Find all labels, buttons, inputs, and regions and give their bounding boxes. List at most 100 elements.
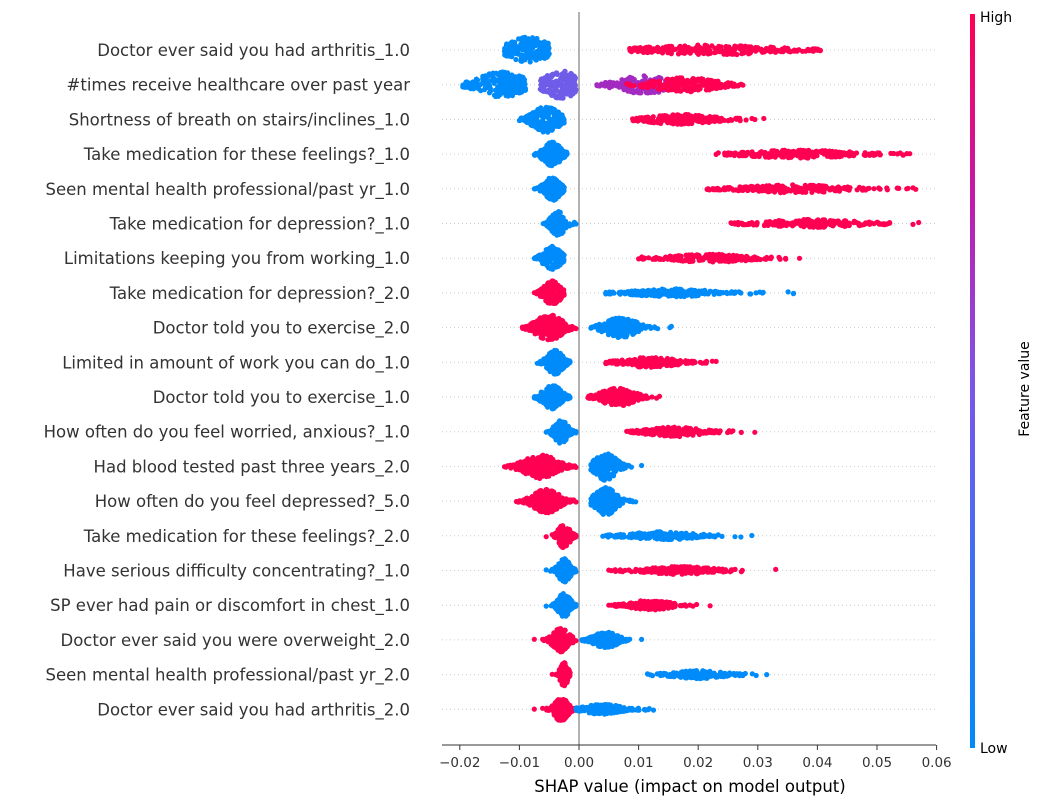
shap-point [505,71,511,77]
shap-point [621,361,627,367]
shap-point [547,156,553,162]
shap-point [535,50,541,57]
shap-point [696,288,702,294]
shap-point [843,218,849,224]
shap-point [738,429,744,435]
shap-point [876,150,882,156]
shap-point [694,50,700,56]
shap-point [519,87,525,93]
shap-point [538,78,544,84]
shap-point [796,255,803,261]
shap-point [596,390,602,396]
shap-point [637,391,643,397]
shap-point [691,117,698,123]
shap-point [758,149,765,155]
shap-point [682,50,688,56]
shap-point [670,426,677,432]
shap-point [491,77,497,83]
shap-point [671,292,677,298]
shap-point [501,81,507,87]
shap-point [806,184,813,190]
shap-point [570,91,576,97]
shap-point [811,151,817,157]
shap-point [615,327,621,333]
shap-point [788,188,794,194]
shap-point [586,393,592,399]
beeswarm-points [460,34,922,723]
shap-point [683,427,689,433]
shap-point [519,58,525,64]
shap-point [675,112,681,118]
shap-point [815,47,821,53]
shap-point [518,80,524,86]
shap-point [554,359,560,365]
shap-point [852,219,858,225]
shap-point [521,35,527,41]
shap-point [761,222,768,229]
shap-point [670,255,676,261]
shap-point [630,90,637,96]
shap-point [774,48,780,54]
shap-point [537,186,544,193]
shap-point [776,223,782,229]
shap-point [677,431,683,437]
shap-point [622,397,628,403]
shap-point [667,325,673,331]
shap-point [547,250,553,256]
shap-point [740,46,746,52]
shap-point [560,153,567,159]
shap-point [672,433,678,439]
shap-point [709,358,715,364]
shap-point [546,45,552,51]
shap-point [910,185,916,191]
shap-point [696,118,702,124]
shap-point [558,433,564,439]
shap-point [632,319,638,325]
shap-point [689,358,695,364]
shap-point [664,288,671,294]
shap-point [630,47,637,53]
shap-point [685,290,691,296]
shap-point [556,315,562,322]
shap-point [779,186,785,192]
shap-point [703,49,709,55]
shap-point [884,185,890,191]
shap-point [736,115,743,122]
shap-point [609,83,615,89]
shap-point [600,399,607,405]
shap-point [711,117,718,123]
shap-point [734,44,741,50]
shap-point [793,189,799,195]
shap-point [783,149,790,155]
shap-point [556,123,562,129]
shap-point [657,117,663,123]
shap-point [750,255,756,261]
shap-point [568,429,574,435]
shap-point [664,80,670,86]
shap-point [699,360,705,366]
shap-point [696,112,702,119]
shap-point [669,44,675,50]
shap-point [761,115,767,122]
shap-point [558,80,564,86]
shap-point [534,320,540,326]
shap-point [545,300,551,306]
shap-point [604,360,610,366]
shap-point [670,82,676,88]
shap-point [503,41,510,48]
shap-point [689,293,695,299]
shap-point [783,221,789,227]
shap-point [546,52,552,58]
shap-point [709,43,715,49]
shap-point [757,289,763,295]
shap-point [547,73,553,79]
shap-point [753,48,759,54]
shap-point [696,431,703,438]
shap-point [566,85,572,91]
shap-point [813,187,819,193]
shap-point [547,295,553,301]
shap-point [685,112,692,118]
shap-point [562,85,569,91]
shap-point [651,324,658,330]
